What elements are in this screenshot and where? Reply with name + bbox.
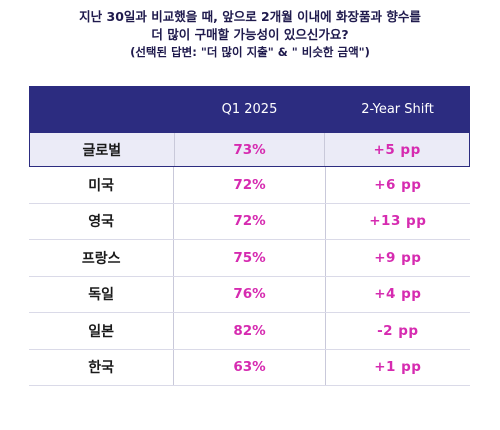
- q1-2025-value: 63%: [173, 349, 324, 385]
- title-subtitle: (선택된 답변: "더 많이 지출" & " 비슷한 금액"): [130, 45, 370, 59]
- two-year-shift-value: +9 pp: [324, 240, 470, 276]
- country-cell: 영국: [88, 214, 115, 231]
- table-row: 영국 72% +13 pp: [29, 203, 470, 240]
- two-year-shift-value: +1 pp: [324, 349, 470, 385]
- table-row: 독일 76% +4 pp: [29, 276, 470, 313]
- country-cell: 글로벌: [82, 142, 122, 159]
- header-q1-2025: Q1 2025: [221, 101, 278, 117]
- country-cell: 프랑스: [81, 250, 121, 267]
- q1-2025-value: 75%: [173, 240, 324, 276]
- q1-2025-value: 72%: [173, 167, 324, 203]
- table-header: Q1 2025 2-Year Shift: [29, 86, 470, 132]
- country-cell: 미국: [88, 177, 115, 194]
- country-cell: 한국: [88, 360, 115, 377]
- two-year-shift-value: +5 pp: [324, 133, 469, 166]
- q1-2025-value: 72%: [173, 203, 324, 239]
- q1-2025-value: 82%: [173, 313, 324, 349]
- q1-2025-value: 76%: [173, 276, 324, 312]
- country-cell: 독일: [88, 287, 115, 304]
- table-row: 일본 82% -2 pp: [29, 313, 470, 350]
- data-table: Q1 2025 2-Year Shift 글로벌 73% +5 pp 미국 72% +6 …: [29, 86, 470, 386]
- table-row: 글로벌 73% +5 pp: [29, 132, 470, 167]
- two-year-shift-value: +13 pp: [324, 203, 470, 239]
- table-body: 글로벌 73% +5 pp 미국 72% +6 pp 영국 72% +13 pp 프랑스 75% +9…: [29, 132, 470, 386]
- table-row: 한국 63% +1 pp: [29, 349, 470, 386]
- header-2-year-shift: 2-Year Shift: [361, 101, 434, 117]
- chart-title: 지난 30일과 비교했을 때, 앞으로 2개월 이내에 화장품과 향수를 더 많…: [0, 8, 500, 61]
- q1-2025-value: 73%: [173, 133, 325, 166]
- table-row: 미국 72% +6 pp: [29, 167, 470, 204]
- title-line-2: 더 많이 구매할 가능성이 있으신가요?: [151, 27, 349, 42]
- two-year-shift-value: +6 pp: [324, 167, 470, 203]
- title-line-1: 지난 30일과 비교했을 때, 앞으로 2개월 이내에 화장품과 향수를: [79, 9, 421, 24]
- two-year-shift-value: +4 pp: [324, 276, 470, 312]
- country-cell: 일본: [88, 323, 115, 340]
- table-row: 프랑스 75% +9 pp: [29, 240, 470, 277]
- two-year-shift-value: -2 pp: [324, 313, 470, 349]
